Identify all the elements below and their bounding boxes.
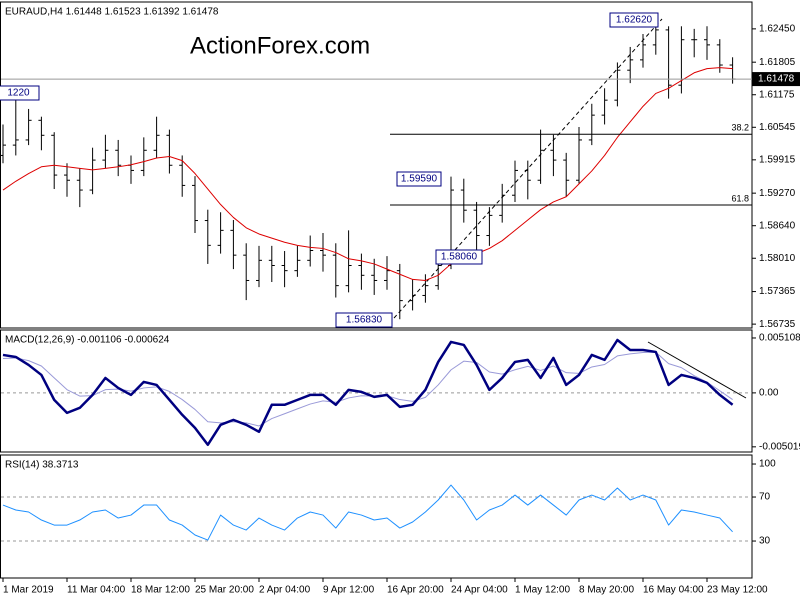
series-line	[2, 338, 734, 447]
y-tick-label: 70	[759, 492, 771, 503]
y-tick-label: -0.005019	[759, 441, 800, 452]
panel-title: EURAUD,H4 1.61448 1.61523 1.61392 1.6147…	[5, 7, 219, 18]
y-tick-label: 1.58640	[759, 220, 796, 231]
x-tick-label: 1 May 12:00	[515, 585, 570, 596]
annotation-label: 1.58060	[441, 252, 478, 263]
panel-frame	[0, 454, 753, 579]
y-tick-label: 0.005108	[759, 333, 800, 344]
x-tick-label: 24 Apr 04:00	[451, 585, 508, 596]
x-tick-label: 16 Apr 20:00	[387, 585, 444, 596]
y-tick-label: 1.56735	[759, 319, 796, 330]
x-tick-label: 8 May 20:00	[579, 585, 634, 596]
x-tick-label: 9 Apr 12:00	[323, 585, 375, 596]
x-tick-label: 2 Apr 04:00	[259, 585, 311, 596]
panel-frame	[0, 1, 753, 329]
y-tick-label: 0.00	[759, 388, 779, 399]
annotation-box	[435, 249, 483, 265]
macd-trend-line	[647, 341, 747, 399]
last-price-box	[752, 72, 800, 87]
annotation-box	[335, 312, 393, 328]
x-tick-label: 18 Mar 12:00	[131, 585, 190, 596]
annotation-label: 1.59590	[401, 174, 438, 185]
y-tick-label: 1.57365	[759, 286, 796, 297]
y-tick-label: 1.59915	[759, 154, 796, 165]
y-tick-label: 1.60545	[759, 122, 796, 133]
panel-title: MACD(12,26,9) -0.001106 -0.000624	[5, 335, 170, 346]
y-tick-label: 30	[759, 536, 771, 547]
annotation-box	[0, 85, 40, 101]
x-tick-label: 25 Mar 20:00	[195, 585, 254, 596]
panel-frame	[0, 329, 753, 453]
y-tick-label: 1.61805	[759, 57, 796, 68]
y-tick-label: 1.59270	[759, 188, 796, 199]
x-tick-label: 11 Mar 04:00	[67, 585, 126, 596]
annotation-label: 1.56830	[346, 315, 383, 326]
panel-title: RSI(14) 38.3713	[5, 460, 79, 471]
annotation-label: 1.62620	[616, 15, 653, 26]
x-tick-label: 16 May 04:00	[643, 585, 704, 596]
last-price-label: 1.61478	[758, 74, 795, 85]
y-tick-label: 100	[759, 459, 776, 470]
fib-label: 38.2	[731, 123, 749, 133]
y-tick-label: 1.62450	[759, 24, 796, 35]
annotation-label: 1220	[7, 88, 30, 99]
y-tick-label: 1.61175	[759, 89, 795, 100]
annotation-box	[609, 12, 659, 28]
x-tick-label: 1 Mar 2019	[3, 585, 54, 596]
series-line	[2, 484, 733, 541]
fib-label: 61.8	[731, 193, 749, 203]
watermark: ActionForex.com	[190, 32, 370, 59]
annotation-box	[396, 171, 442, 187]
moving-average	[2, 67, 733, 281]
y-tick-label: 1.58010	[759, 253, 796, 264]
x-tick-label: 23 May 12:00	[707, 585, 768, 596]
